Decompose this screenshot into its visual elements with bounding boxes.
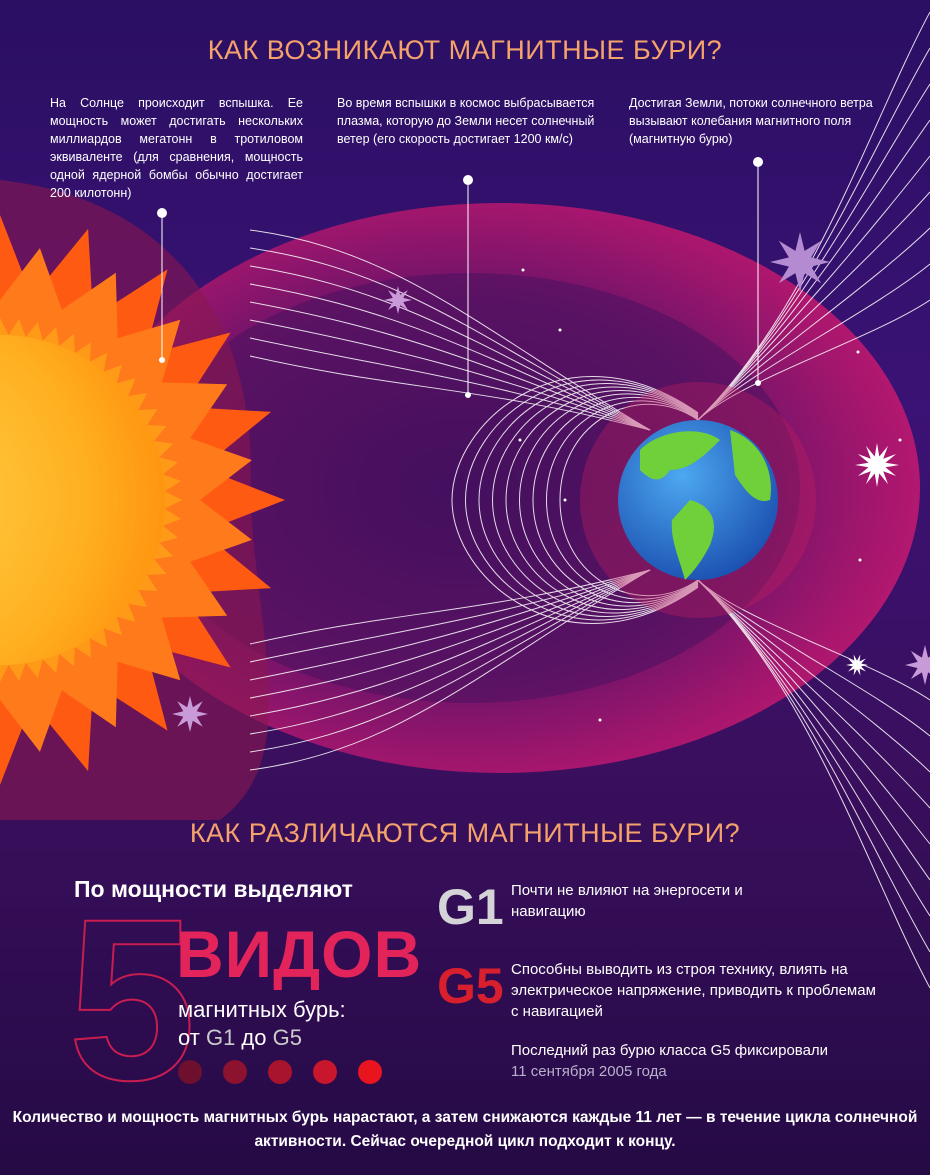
field-line (559, 403, 699, 597)
field-line (451, 376, 699, 624)
star-dot (563, 498, 567, 502)
star-icon (770, 232, 830, 292)
field-line (249, 569, 651, 753)
field-line (518, 393, 699, 607)
field-line (249, 229, 651, 431)
star-dot (558, 328, 562, 332)
class-label-g1: G1 (437, 879, 504, 935)
field-line (697, 11, 930, 421)
class-label-g5: G5 (437, 958, 504, 1014)
field-line (249, 569, 651, 771)
g-to: G5 (272, 1025, 302, 1050)
star-icon (905, 645, 930, 685)
footer-text: Количество и мощность магнитных бурь нар… (12, 1109, 918, 1150)
magnetic-field-lines (249, 11, 930, 989)
field-line (697, 155, 930, 421)
note-magnetic-storm: Достигая Земли, потоки солнечного ветра … (629, 96, 873, 146)
field-line (491, 386, 699, 614)
field-line (697, 579, 930, 881)
field-line (249, 265, 651, 431)
level-dots (178, 1060, 382, 1084)
field-line (545, 400, 699, 600)
field-line (249, 301, 651, 431)
last-g5-date: 11 сентября 2005 года (511, 1063, 667, 1080)
kinds-subtitle: магнитных бурь: от G1 до G5 (178, 996, 346, 1052)
level-dot (268, 1060, 292, 1084)
note-solar-flare: На Солнце происходит вспышка. Ее мощност… (50, 96, 303, 200)
star-dot (856, 350, 860, 354)
last-g5-note: Последний раз бурю класса G5 фиксировали… (511, 1040, 828, 1082)
star-dot (518, 438, 522, 442)
subtitle-mid: до (235, 1025, 273, 1050)
star-icon (384, 286, 412, 314)
field-line (697, 227, 930, 421)
field-line (697, 191, 930, 421)
field-line (697, 263, 930, 421)
field-line (249, 319, 651, 431)
kinds-heading: ВИДОВ (176, 917, 423, 991)
star-dot (521, 268, 525, 272)
star-icon (172, 696, 208, 732)
field-line (249, 569, 651, 735)
note-plasma: Во время вспышки в космос выбрасывается … (337, 96, 595, 146)
field-line (697, 119, 930, 421)
field-line (697, 579, 930, 773)
field-line (697, 299, 930, 421)
field-line (249, 569, 651, 699)
star-dot (898, 438, 902, 442)
field-line (249, 569, 651, 681)
field-line (249, 569, 651, 717)
star-dot (598, 718, 602, 722)
big-number: 5 (67, 871, 197, 1128)
pointer-lines (157, 157, 763, 398)
last-g5-text: Последний раз бурю класса G5 фиксировали (511, 1042, 829, 1059)
star-icon (855, 443, 899, 487)
star-icon (846, 654, 868, 676)
level-dot (358, 1060, 382, 1084)
field-line (249, 337, 651, 431)
field-line (532, 396, 699, 604)
field-line (697, 579, 930, 845)
section-title-types: КАК РАЗЛИЧАЮТСЯ МАГНИТНЫЕ БУРИ? (189, 818, 741, 848)
field-line (505, 389, 699, 611)
field-line (697, 579, 930, 989)
field-line (478, 383, 699, 617)
field-line (249, 569, 651, 663)
star-dot (858, 558, 862, 562)
subtitle-prefix: от (178, 1025, 206, 1050)
class-desc-g5: Способны выводить из строя технику, влия… (511, 961, 876, 1020)
field-line (697, 579, 930, 701)
field-line (697, 579, 930, 809)
class-desc-g1: Почти не влияют на энергосети и навигаци… (511, 882, 743, 920)
field-line (249, 283, 651, 431)
subtitle-line1: магнитных бурь: (178, 997, 346, 1022)
level-dot (178, 1060, 202, 1084)
field-line (249, 569, 651, 645)
level-dot (313, 1060, 337, 1084)
field-line (249, 355, 651, 431)
g-from: G1 (205, 1025, 236, 1050)
lead-text: По мощности выделяют (74, 876, 353, 902)
field-line (249, 247, 651, 431)
star-icons (172, 232, 930, 732)
section-title-origin: КАК ВОЗНИКАЮТ МАГНИТНЫЕ БУРИ? (207, 35, 723, 65)
field-line (697, 579, 930, 737)
level-dot (223, 1060, 247, 1084)
field-line (464, 379, 699, 621)
